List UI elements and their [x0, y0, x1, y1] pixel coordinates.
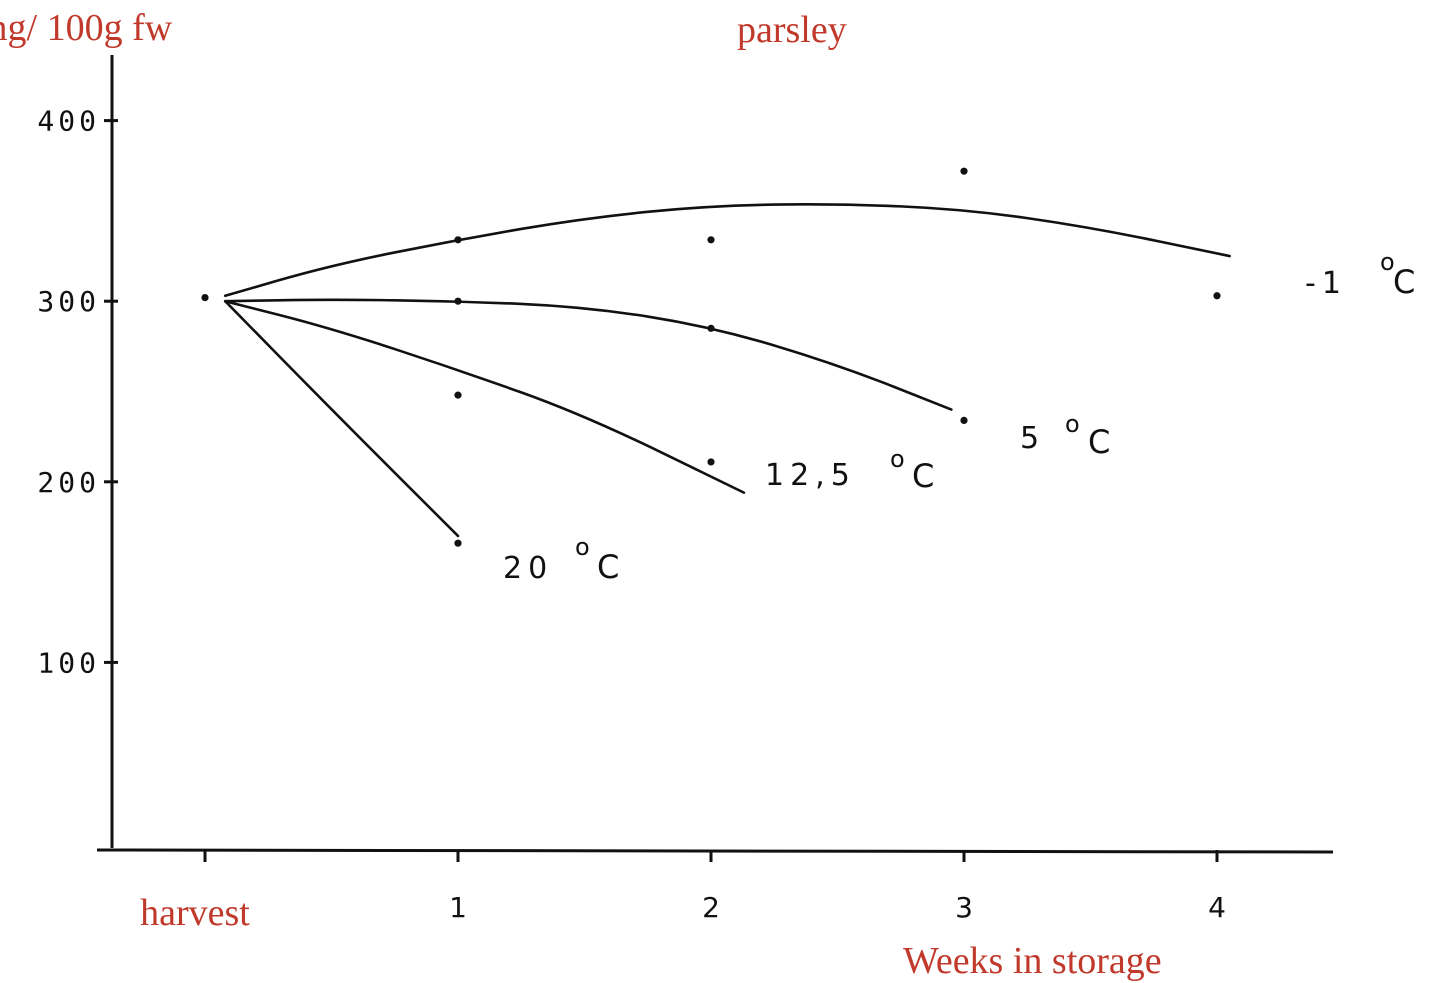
y-tick-label: 100	[37, 646, 100, 679]
series-unit-degree: o	[1065, 410, 1080, 438]
x-axis	[96, 848, 1334, 854]
series-label-20: 20	[503, 551, 553, 586]
y-tick-label: 300	[37, 285, 100, 318]
series-unit-c: C	[1393, 263, 1415, 301]
data-point	[707, 324, 715, 332]
series-unit-c: C	[597, 548, 619, 586]
series-unit-degree: o	[575, 533, 590, 561]
data-point	[707, 236, 715, 244]
data-point	[707, 458, 715, 466]
trend-curve-20	[223, 299, 460, 538]
data-point	[201, 293, 209, 302]
series-label-12-5: 12,5	[765, 458, 856, 493]
data-point	[1213, 292, 1221, 300]
series-label-5: 5	[1020, 421, 1045, 456]
trend-curves	[223, 203, 1231, 538]
data-points	[201, 167, 1221, 547]
x-tick-label: 3	[955, 891, 973, 924]
series-label--1: -1	[1305, 266, 1347, 301]
series-unit-c: C	[912, 457, 934, 495]
x-tick-label-harvest: harvest	[140, 892, 250, 934]
y-tick-label: 200	[37, 466, 100, 499]
series-unit-degree: o	[890, 445, 905, 473]
chart-title: parsley	[737, 9, 847, 51]
x-tick-label: 2	[702, 891, 720, 924]
x-axis-label: Weeks in storage	[903, 940, 1162, 982]
series-unit-c: C	[1088, 423, 1110, 461]
trend-curve--1	[223, 203, 1231, 298]
x-ticks: harvest 1 2 3 4	[140, 850, 1226, 934]
x-tick-label: 1	[449, 891, 467, 924]
data-point	[960, 416, 968, 424]
data-point	[454, 391, 462, 399]
data-point	[454, 297, 462, 305]
y-ticks: 100 200 300 400	[37, 105, 118, 679]
series-unit-degree: o	[1380, 248, 1395, 276]
y-axis-label: mg/ 100g fw	[0, 7, 173, 49]
trend-curve-5	[223, 298, 953, 411]
y-tick-label: 400	[37, 105, 100, 138]
data-point	[960, 167, 968, 175]
x-tick-label: 4	[1208, 891, 1226, 924]
trend-curve-12-5	[223, 299, 746, 494]
data-point	[454, 539, 462, 547]
data-point	[454, 236, 462, 244]
